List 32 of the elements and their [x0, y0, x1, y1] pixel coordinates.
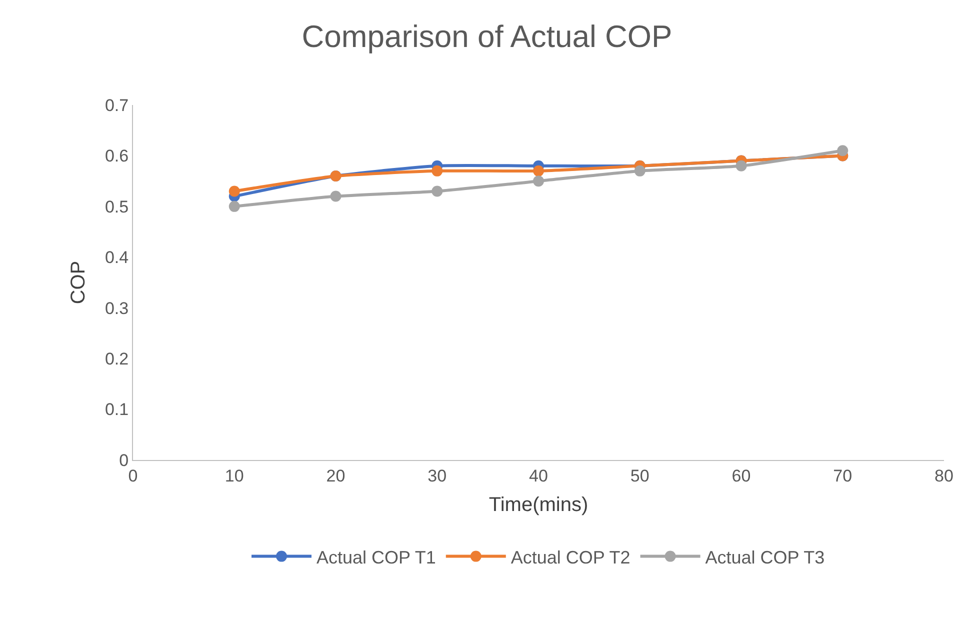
y-tick-label: 0.7 — [104, 96, 129, 115]
legend-label: Actual COP T3 — [705, 547, 825, 568]
chart-title: Comparison of Actual COP — [302, 19, 672, 54]
y-axis-title: COP — [67, 260, 90, 304]
y-tick-label: 0.6 — [104, 146, 129, 166]
x-tick-label: 40 — [529, 466, 548, 486]
point — [432, 165, 443, 176]
x-axis-title: Time(mins) — [488, 494, 588, 516]
y-tick-label: 0.2 — [104, 350, 129, 369]
y-tick-label: 0.1 — [104, 400, 129, 420]
point — [736, 160, 747, 172]
point — [228, 186, 240, 197]
x-tick-label: 80 — [934, 466, 954, 486]
point — [533, 165, 544, 176]
y-tick-label: 0.3 — [104, 298, 129, 318]
x-tick-label: 20 — [326, 466, 346, 486]
x-tick-label: 60 — [732, 466, 751, 486]
point — [330, 190, 342, 202]
point — [228, 200, 240, 212]
legend-label: Actual COP T2 — [510, 547, 630, 568]
point — [634, 165, 646, 176]
legend-label: Actual COP T1 — [316, 547, 436, 568]
y-tick-label: 0.4 — [104, 248, 129, 268]
x-tick-label: 50 — [630, 466, 650, 486]
y-tick-label: 0.5 — [104, 197, 129, 216]
point — [533, 176, 544, 187]
x-tick-label: 30 — [428, 466, 447, 486]
y-tick-label: 0 — [119, 450, 129, 470]
x-tick-label: 10 — [224, 466, 244, 486]
point — [837, 145, 848, 156]
x-tick-label: 70 — [833, 466, 852, 486]
point — [432, 186, 443, 197]
